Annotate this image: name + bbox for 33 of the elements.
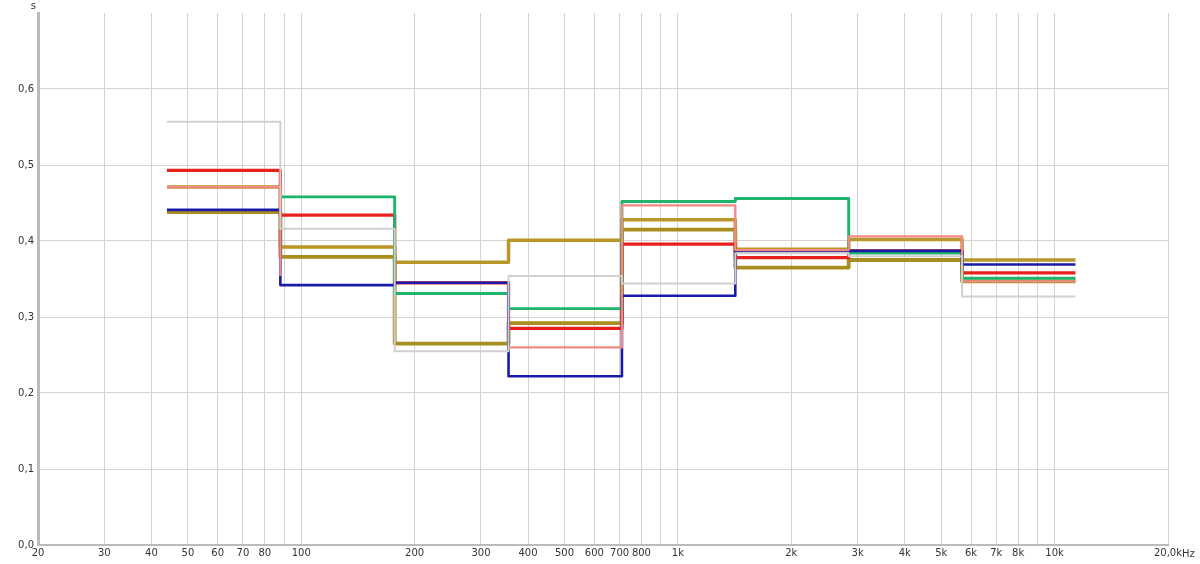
y-tick-label: 0,4	[18, 234, 34, 246]
y-tick-label: 0,0	[18, 538, 34, 550]
y-axis-title: s	[30, 0, 36, 11]
x-tick-label: 70	[236, 546, 250, 558]
x-tick-label: 800	[631, 546, 651, 558]
y-tick-label: 0,3	[18, 310, 34, 322]
y-tick-label: 0,1	[18, 462, 34, 474]
x-tick-label: 40	[145, 546, 158, 558]
x-tick-label: 1k	[671, 546, 685, 558]
x-tick-label: 600	[584, 546, 604, 558]
x-tick-label: 50	[181, 546, 195, 558]
x-tick-label: 700	[610, 546, 630, 558]
y-tick-label: 0,2	[18, 386, 34, 398]
x-tick-label: 2k	[785, 546, 798, 558]
x-tick-label: 6k	[964, 546, 978, 558]
x-tick-label: 7k	[990, 546, 1003, 558]
x-tick-label: 100	[291, 546, 311, 558]
x-tick-label: 20,0k	[1153, 546, 1183, 558]
x-tick-label: 500	[555, 546, 575, 558]
y-tick-label: 0,5	[18, 158, 34, 170]
x-tick-label: 300	[471, 546, 491, 558]
x-tick-label: 10k	[1045, 546, 1065, 558]
x-tick-label: 400	[518, 546, 538, 558]
y-tick-label: 0,6	[18, 82, 34, 94]
x-tick-label: 200	[405, 546, 425, 558]
x-tick-label: 60	[211, 546, 225, 558]
x-tick-label: 80	[258, 546, 272, 558]
x-tick-label: 8k	[1012, 546, 1025, 558]
x-tick-label: 30	[97, 546, 111, 558]
x-tick-label: 4k	[898, 546, 912, 558]
x-axis-title: Hz	[1182, 547, 1195, 559]
x-tick-label: 3k	[851, 546, 864, 558]
x-tick-label: 5k	[935, 546, 948, 558]
